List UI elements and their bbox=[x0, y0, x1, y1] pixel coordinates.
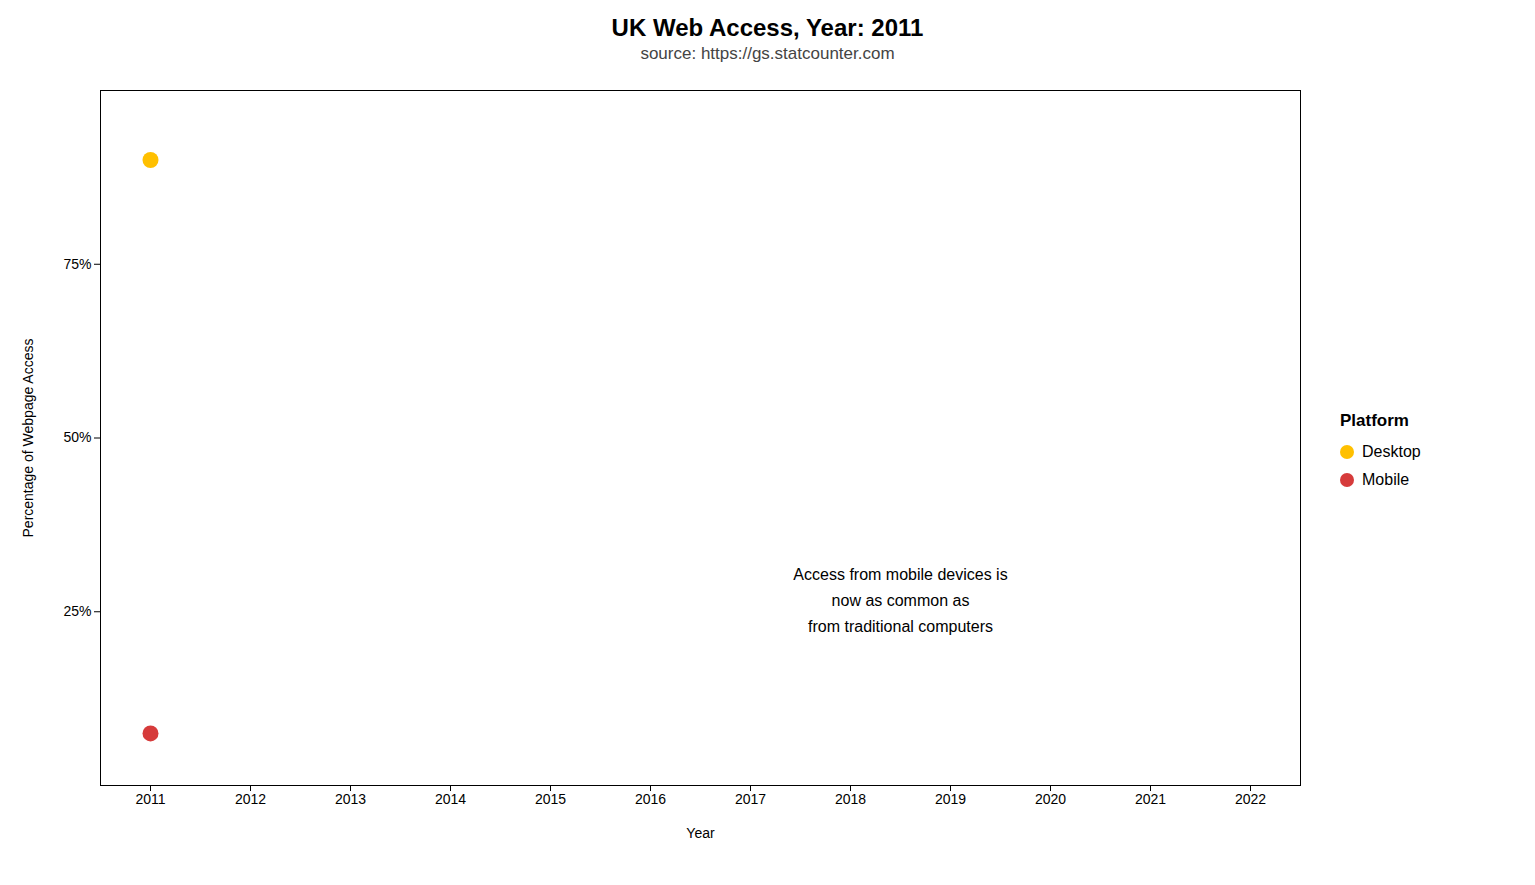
svg-text:2021: 2021 bbox=[1135, 791, 1166, 807]
svg-text:2013: 2013 bbox=[335, 791, 366, 807]
html-text:UK Web Access, Year: 2011: UK Web Access, Year: 2011 bbox=[611, 14, 924, 41]
svg-text:Access from mobile devices isn: Access from mobile devices isnow as comm… bbox=[793, 566, 1007, 634]
svg-text:25%: 25% bbox=[63, 603, 91, 619]
html-text:Mobile: Mobile bbox=[1362, 471, 1410, 488]
html-text:Desktop: Desktop bbox=[1362, 443, 1421, 460]
svg-text:2019: 2019 bbox=[935, 791, 966, 807]
svg-text:2015: 2015 bbox=[535, 791, 566, 807]
svg-text:Year: Year bbox=[686, 825, 715, 841]
svg-text:2011: 2011 bbox=[135, 791, 165, 807]
html-text:Platform: Platform bbox=[1340, 411, 1409, 430]
svg-text:2022: 2022 bbox=[1235, 791, 1266, 807]
svg-text:Percentage of Webpage Access: Percentage of Webpage Access bbox=[20, 339, 36, 538]
svg-text:75%: 75% bbox=[63, 256, 91, 272]
svg-text:2018: 2018 bbox=[835, 791, 866, 807]
svg-text:50%: 50% bbox=[63, 429, 91, 445]
svg-text:2016: 2016 bbox=[635, 791, 666, 807]
svg-text:2020: 2020 bbox=[1035, 791, 1066, 807]
svg-text:2017: 2017 bbox=[735, 791, 766, 807]
svg-text:2014: 2014 bbox=[435, 791, 466, 807]
html-text:source: https://gs.statcounter: source: https://gs.statcounter.com bbox=[640, 44, 895, 63]
svg-text:2012: 2012 bbox=[235, 791, 266, 807]
